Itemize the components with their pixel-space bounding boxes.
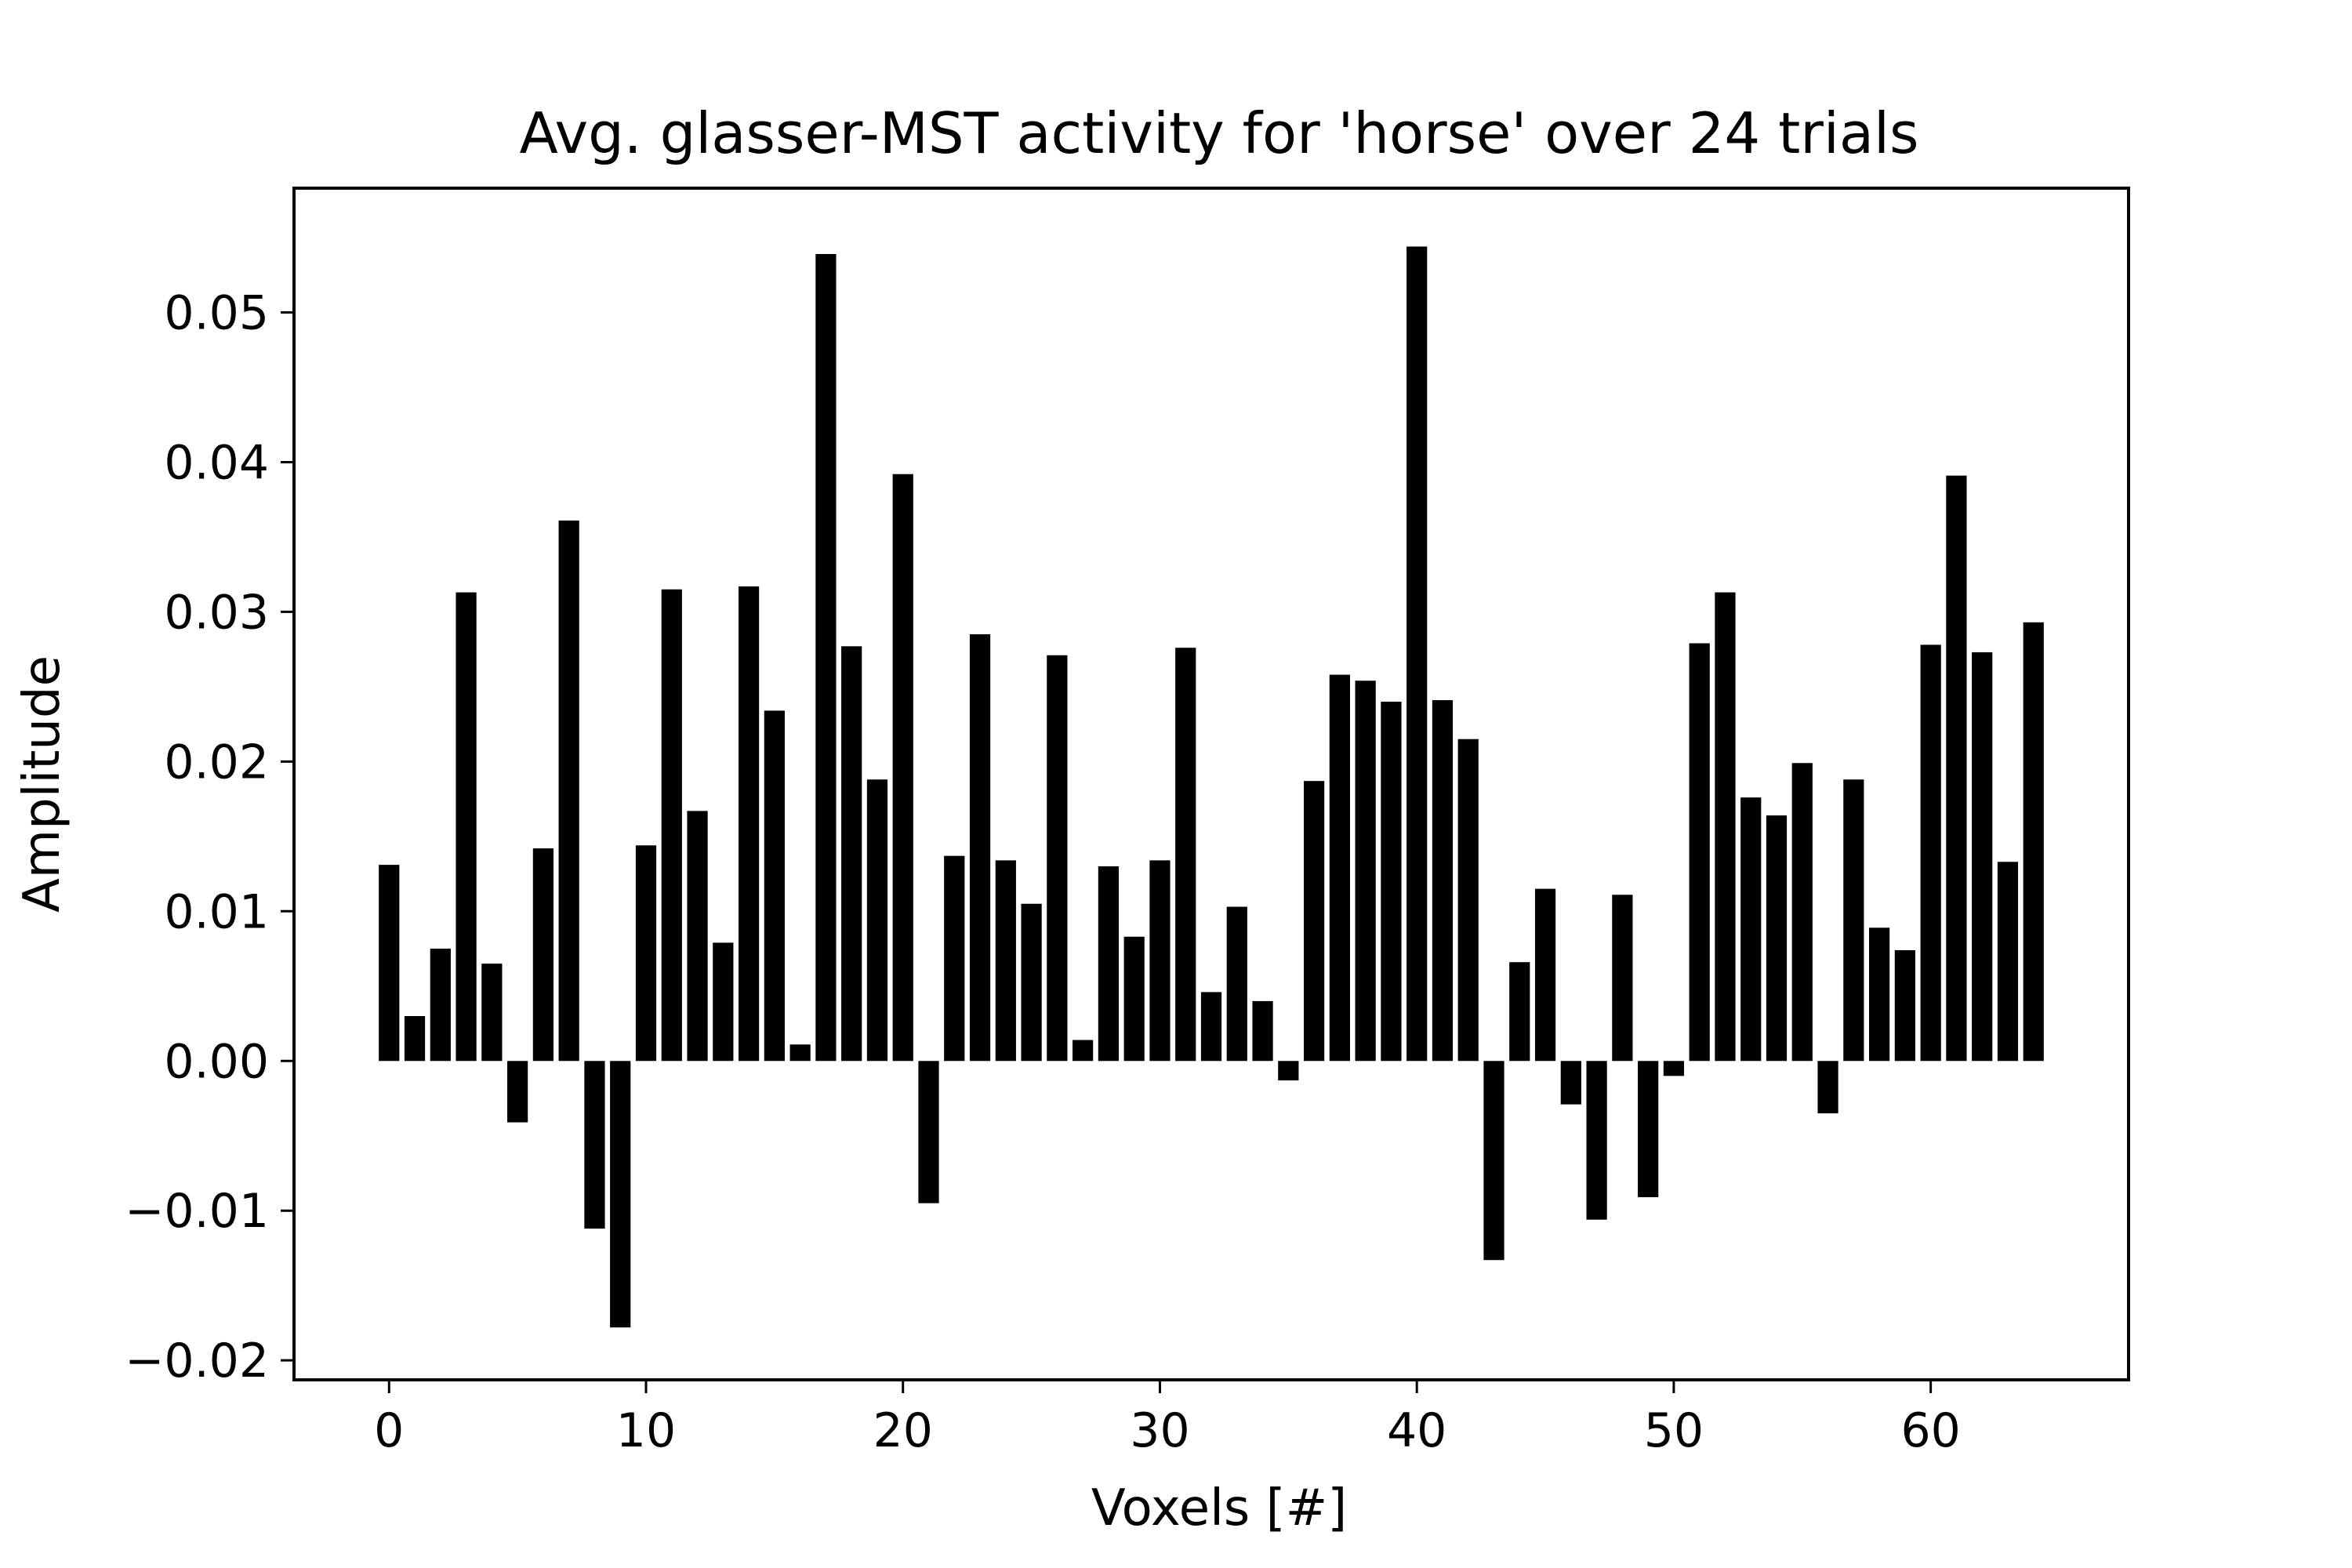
y-tick-label: 0.05 [164, 285, 269, 340]
bar-5 [507, 1061, 528, 1123]
bar-51 [1689, 643, 1710, 1062]
bar-4 [481, 964, 503, 1062]
x-tick-label: 50 [1644, 1403, 1704, 1458]
bar-43 [1483, 1061, 1504, 1261]
bar-33 [1226, 906, 1247, 1062]
x-tick-label: 40 [1387, 1403, 1446, 1458]
y-tick-label: 0.04 [164, 435, 269, 490]
bar-21 [918, 1061, 939, 1203]
bar-30 [1149, 860, 1171, 1062]
chart-title: Avg. glasser-MST activity for 'horse' ov… [519, 100, 1918, 166]
y-tick-label: 0.02 [164, 735, 269, 789]
bar-47 [1586, 1061, 1607, 1220]
bar-0 [379, 865, 400, 1062]
bar-45 [1534, 888, 1556, 1062]
bar-34 [1252, 1000, 1273, 1062]
bar-13 [713, 942, 734, 1062]
bar-46 [1560, 1061, 1581, 1105]
bar-1 [404, 1015, 426, 1062]
bar-31 [1175, 648, 1196, 1062]
bar-40 [1406, 246, 1428, 1062]
x-axis-label: Voxels [#] [1091, 1479, 1347, 1537]
y-tick-label: 0.00 [164, 1034, 269, 1089]
bar-55 [1791, 763, 1813, 1062]
bar-37 [1329, 674, 1350, 1062]
bar-8 [584, 1061, 605, 1229]
bar-16 [789, 1044, 811, 1062]
bar-20 [892, 474, 913, 1062]
y-tick-label: 0.01 [164, 884, 269, 939]
bar-42 [1457, 739, 1479, 1062]
bar-39 [1381, 701, 1402, 1062]
bar-57 [1843, 779, 1864, 1062]
bar-48 [1612, 895, 1633, 1062]
bar-14 [738, 586, 760, 1062]
bar-9 [610, 1061, 631, 1328]
y-tick-label: −0.01 [125, 1184, 269, 1239]
bar-62 [1972, 652, 1993, 1062]
bar-38 [1355, 681, 1376, 1062]
x-tick-label: 10 [616, 1403, 676, 1458]
bar-3 [456, 592, 477, 1062]
bar-32 [1200, 992, 1222, 1062]
x-tick-label: 60 [1900, 1403, 1960, 1458]
bar-44 [1509, 962, 1530, 1062]
x-tick-label: 30 [1130, 1403, 1189, 1458]
bar-58 [1868, 927, 1890, 1062]
bar-2 [430, 949, 451, 1062]
bar-6 [532, 848, 554, 1062]
bar-17 [815, 254, 837, 1062]
bar-22 [944, 855, 965, 1062]
bar-52 [1715, 592, 1736, 1062]
bar-59 [1894, 949, 1915, 1062]
x-ticks-group: 0 10 20 30 40 50 60 [374, 1380, 1961, 1458]
bar-56 [1817, 1061, 1838, 1114]
y-ticks-group: −0.02 −0.01 0.00 0.01 0.02 0.03 0.04 0.05 [125, 285, 294, 1388]
bar-36 [1303, 781, 1325, 1062]
bar-24 [995, 860, 1016, 1062]
plot-frame [292, 187, 2130, 1381]
bar-10 [635, 845, 657, 1062]
bar-12 [687, 811, 708, 1062]
bar-35 [1278, 1061, 1299, 1081]
bar-19 [866, 779, 888, 1062]
y-tick-label: 0.03 [164, 585, 269, 640]
bar-53 [1740, 797, 1762, 1062]
bar-26 [1047, 655, 1068, 1062]
x-tick-label: 0 [374, 1403, 404, 1458]
y-tick-label: −0.02 [125, 1334, 269, 1388]
bar-61 [1946, 475, 1967, 1062]
bar-18 [841, 646, 862, 1062]
bar-25 [1021, 903, 1042, 1062]
bar-41 [1432, 700, 1454, 1062]
bar-50 [1663, 1061, 1685, 1076]
bar-49 [1638, 1061, 1659, 1198]
x-tick-label: 20 [873, 1403, 933, 1458]
bar-64 [2023, 622, 2044, 1062]
bar-11 [661, 589, 682, 1062]
bars-group [379, 246, 2044, 1328]
bar-63 [1997, 862, 2019, 1062]
bar-60 [1920, 644, 1941, 1062]
bar-29 [1123, 936, 1145, 1062]
bar-7 [558, 520, 579, 1062]
bar-28 [1098, 866, 1120, 1062]
y-axis-label: Amplitude [13, 655, 71, 913]
bar-15 [764, 710, 785, 1062]
bar-54 [1766, 815, 1788, 1062]
bar-27 [1073, 1040, 1094, 1062]
bar-23 [969, 634, 991, 1062]
